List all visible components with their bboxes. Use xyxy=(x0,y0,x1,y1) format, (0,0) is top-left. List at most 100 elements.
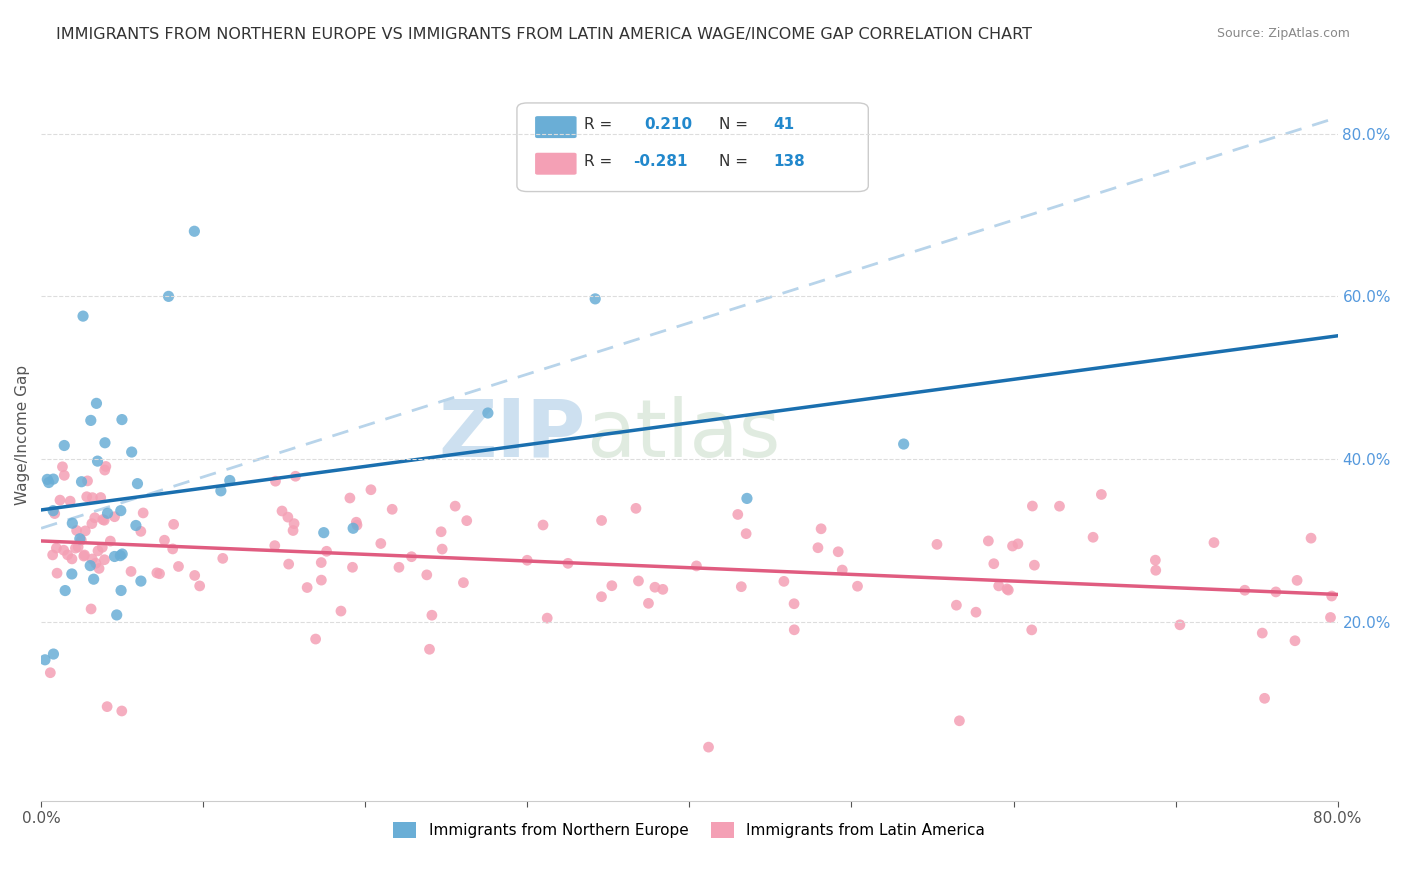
Point xyxy=(1049,499,1071,513)
Point xyxy=(271,504,294,518)
Point xyxy=(67,540,90,554)
Point xyxy=(79,558,101,573)
Point xyxy=(70,475,93,489)
Point xyxy=(46,566,69,581)
Point xyxy=(157,289,180,303)
Point xyxy=(45,541,67,555)
Point xyxy=(60,516,83,531)
Text: 41: 41 xyxy=(773,118,794,132)
Point xyxy=(218,474,240,488)
Point xyxy=(304,632,326,646)
Point xyxy=(49,493,72,508)
Point xyxy=(1286,574,1309,588)
Point xyxy=(42,472,65,486)
Point xyxy=(311,573,333,587)
Legend: Immigrants from Northern Europe, Immigrants from Latin America: Immigrants from Northern Europe, Immigra… xyxy=(388,816,991,845)
Point xyxy=(96,506,118,520)
Point xyxy=(42,647,65,661)
Point xyxy=(370,536,392,550)
Point xyxy=(153,533,176,548)
Point xyxy=(53,583,76,598)
Point xyxy=(82,552,104,566)
Point xyxy=(1090,487,1112,501)
Point xyxy=(557,557,579,571)
Point xyxy=(110,549,132,563)
Point xyxy=(59,494,82,508)
Point xyxy=(93,552,115,566)
Point xyxy=(38,475,60,490)
Point xyxy=(163,517,186,532)
Point xyxy=(997,583,1019,598)
Point xyxy=(167,559,190,574)
Point xyxy=(339,491,361,505)
Point xyxy=(1001,539,1024,553)
Point xyxy=(281,524,304,538)
Point xyxy=(83,510,105,524)
Point xyxy=(444,499,467,513)
Point xyxy=(651,582,673,597)
Text: 138: 138 xyxy=(773,154,806,169)
Point xyxy=(735,491,758,506)
Point xyxy=(360,483,382,497)
Point xyxy=(600,579,623,593)
Point xyxy=(146,566,169,580)
Text: N =: N = xyxy=(720,118,748,132)
Point xyxy=(80,413,103,427)
Point xyxy=(111,547,134,561)
Point xyxy=(783,623,806,637)
Text: IMMIGRANTS FROM NORTHERN EUROPE VS IMMIGRANTS FROM LATIN AMERICA WAGE/INCOME GAP: IMMIGRANTS FROM NORTHERN EUROPE VS IMMIG… xyxy=(56,27,1032,42)
Point xyxy=(1253,691,1275,706)
Point xyxy=(773,574,796,589)
Point xyxy=(727,508,749,522)
Point xyxy=(987,579,1010,593)
Point xyxy=(430,542,453,557)
Point xyxy=(129,574,152,588)
Point xyxy=(60,552,83,566)
Point xyxy=(94,463,117,477)
Point xyxy=(1320,589,1343,603)
Point xyxy=(73,548,96,562)
Point xyxy=(86,396,108,410)
Point xyxy=(80,602,103,616)
Point xyxy=(381,502,404,516)
Point xyxy=(44,507,66,521)
Point xyxy=(94,459,117,474)
FancyBboxPatch shape xyxy=(536,153,576,175)
Point xyxy=(295,581,318,595)
Point xyxy=(583,292,606,306)
Point xyxy=(110,503,132,517)
Point xyxy=(1251,626,1274,640)
Point xyxy=(82,491,104,505)
Point xyxy=(111,704,134,718)
Point xyxy=(1299,531,1322,545)
Point xyxy=(1144,553,1167,567)
Point xyxy=(87,544,110,558)
Point xyxy=(76,490,98,504)
Point xyxy=(1284,633,1306,648)
Point xyxy=(284,469,307,483)
Text: Source: ZipAtlas.com: Source: ZipAtlas.com xyxy=(1216,27,1350,40)
Point xyxy=(105,607,128,622)
Point xyxy=(127,476,149,491)
Point xyxy=(644,580,666,594)
Point xyxy=(309,556,332,570)
Point xyxy=(103,549,125,564)
Point xyxy=(810,522,832,536)
Point xyxy=(342,521,364,535)
Point xyxy=(51,459,73,474)
Text: N =: N = xyxy=(720,154,748,169)
Text: R =: R = xyxy=(585,154,613,169)
Point xyxy=(346,518,368,533)
Point xyxy=(344,515,367,529)
Point xyxy=(783,597,806,611)
Point xyxy=(69,532,91,546)
Point xyxy=(211,551,233,566)
Point xyxy=(315,544,337,558)
Point xyxy=(94,435,117,450)
Point xyxy=(418,642,440,657)
Point xyxy=(53,468,76,483)
Point xyxy=(591,590,613,604)
Point xyxy=(121,445,143,459)
Point xyxy=(1144,563,1167,577)
Point xyxy=(312,525,335,540)
